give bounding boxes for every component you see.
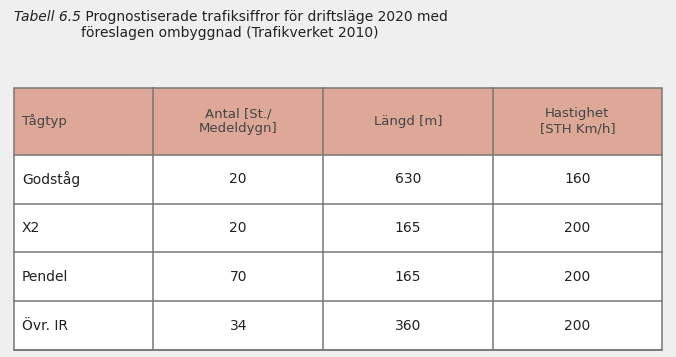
Text: 200: 200 <box>564 318 591 333</box>
Text: 34: 34 <box>229 318 247 333</box>
Bar <box>14 88 662 155</box>
Text: X2: X2 <box>22 221 41 235</box>
Text: Prognostiserade trafiksiffror för driftsläge 2020 med
föreslagen ombyggnad (Traf: Prognostiserade trafiksiffror för drifts… <box>81 10 448 40</box>
Text: 630: 630 <box>395 172 421 186</box>
Bar <box>14 88 662 350</box>
Text: Hastighet
[STH Km/h]: Hastighet [STH Km/h] <box>539 107 615 135</box>
Text: Pendel: Pendel <box>22 270 68 284</box>
Bar <box>14 203 662 252</box>
Text: 70: 70 <box>229 270 247 284</box>
Text: 160: 160 <box>564 172 591 186</box>
Text: Tabell 6.5: Tabell 6.5 <box>14 10 81 24</box>
Bar <box>14 252 662 301</box>
Text: 360: 360 <box>395 318 421 333</box>
Text: Godståg: Godståg <box>22 171 80 187</box>
Text: Tågtyp: Tågtyp <box>22 115 67 129</box>
Text: 165: 165 <box>395 270 421 284</box>
Text: Antal [St./
Medeldygn]: Antal [St./ Medeldygn] <box>199 107 278 135</box>
Bar <box>14 301 662 350</box>
Bar <box>14 155 662 203</box>
Text: 165: 165 <box>395 221 421 235</box>
Text: Övr. IR: Övr. IR <box>22 318 68 333</box>
Text: 20: 20 <box>229 221 247 235</box>
Text: 200: 200 <box>564 221 591 235</box>
Text: Längd [m]: Längd [m] <box>374 115 442 128</box>
Text: 20: 20 <box>229 172 247 186</box>
Text: 200: 200 <box>564 270 591 284</box>
